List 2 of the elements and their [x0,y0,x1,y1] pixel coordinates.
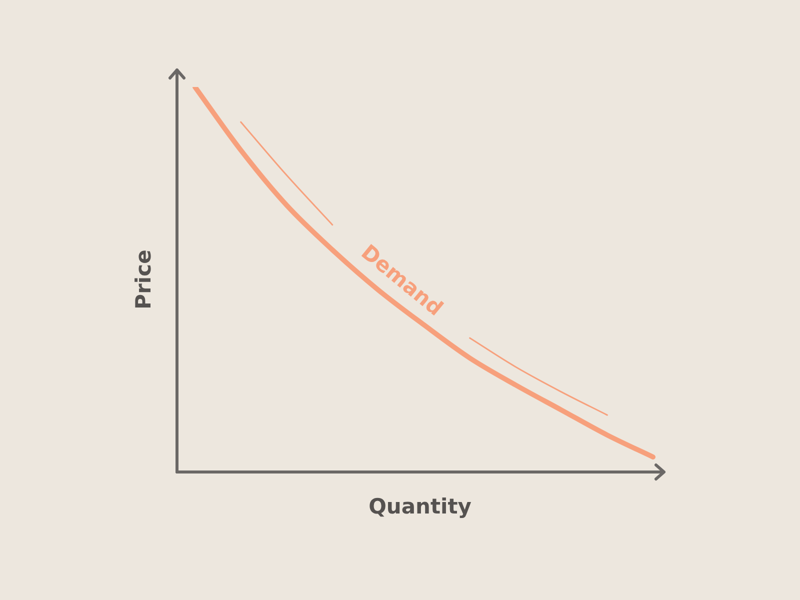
y-axis-title: Price [131,250,156,310]
x-axis-title: Quantity [368,494,472,518]
